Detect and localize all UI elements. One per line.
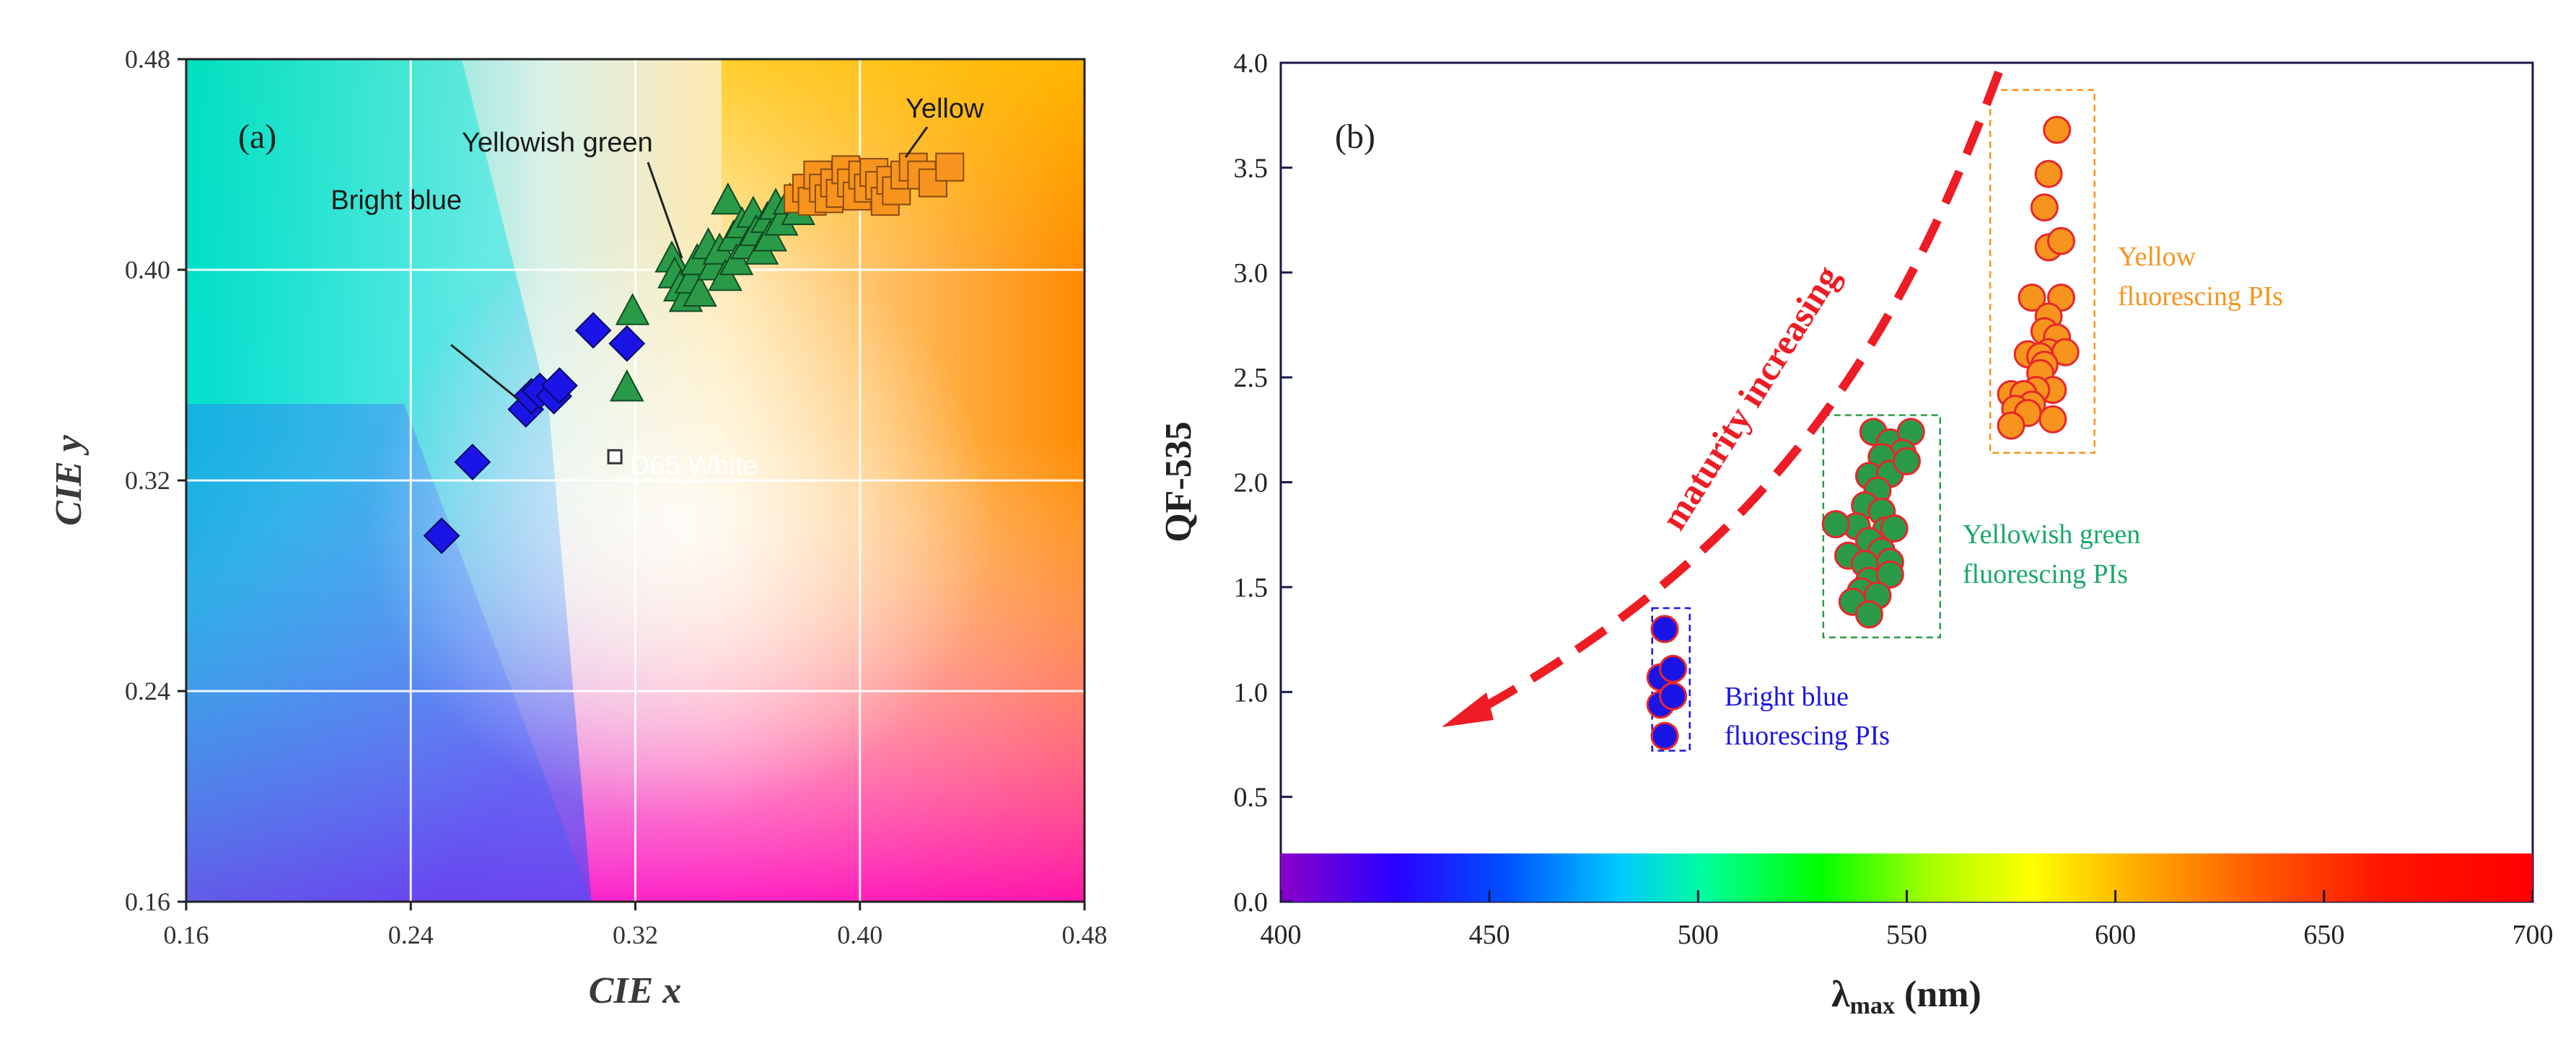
b-y-tick-label: 1.0 bbox=[1234, 677, 1269, 708]
bright-blue-fluorescing-pis-point bbox=[1659, 682, 1688, 711]
b-x-tick-label: 650 bbox=[2303, 920, 2344, 950]
panel-a-ylabel: CIE y bbox=[48, 434, 89, 526]
panel-b: 400 450 500 550 600 650 700 0.0 0.5 1.0 1.5 2.0 2.5 3… bbox=[1158, 48, 2554, 1019]
panel-b-label: (b) bbox=[1335, 118, 1375, 156]
b-x-tick-label: 400 bbox=[1261, 920, 1302, 950]
annot-bright-blue: Bright blue bbox=[330, 185, 462, 216]
xlabel-unit: (nm) bbox=[1895, 974, 1981, 1015]
yellowish-green-marker bbox=[719, 242, 754, 276]
bright-blue-marker bbox=[454, 444, 491, 480]
b-x-tick-label: 500 bbox=[1678, 920, 1719, 950]
b-x-tick-label: 600 bbox=[2095, 920, 2136, 950]
b-x-tick-label: 550 bbox=[1886, 920, 1927, 950]
yellow-fluorescing-pis-point bbox=[2030, 193, 2059, 222]
x-tick-label: 0.40 bbox=[837, 920, 882, 949]
annot-yellowish-green: Yellowish green bbox=[462, 128, 653, 158]
yellowish-green-fluorescing-pis-point bbox=[1854, 600, 1883, 629]
panel-b-ticks: 400 450 500 550 600 650 700 0.0 0.5 1.0 1.5 2.0 2.5 3… bbox=[1234, 48, 2554, 950]
x-tick-label: 0.16 bbox=[164, 920, 209, 949]
x-tick-label: 0.24 bbox=[388, 920, 434, 949]
yellow-fluorescing-pis-point bbox=[1997, 411, 2025, 440]
maturity-arrow bbox=[1455, 70, 2003, 726]
y-tick-label: 0.24 bbox=[125, 677, 170, 706]
panel-a-ticks: 0.16 0.24 0.32 0.40 0.48 0.16 0.24 0.32 0.40 0.48 bbox=[125, 45, 1108, 949]
panel-a-points bbox=[423, 152, 965, 555]
bright-blue-marker bbox=[574, 312, 612, 349]
b-y-tick-label: 3.5 bbox=[1234, 153, 1269, 183]
cie-grid bbox=[186, 59, 1085, 902]
bright-blue-fluorescing-pis-point bbox=[1650, 721, 1679, 750]
yellowish-green-marker bbox=[753, 219, 787, 252]
yellow-fluorescing-pis-point bbox=[2038, 405, 2067, 434]
b-x-tick-label: 450 bbox=[1469, 920, 1510, 950]
bright-blue-marker bbox=[423, 517, 460, 555]
bright-blue-marker bbox=[541, 367, 578, 405]
b-x-tick-label: 700 bbox=[2513, 920, 2554, 950]
panel-b-points bbox=[1646, 115, 2080, 750]
bright-blue-marker bbox=[608, 325, 646, 362]
xlabel-subscript: max bbox=[1850, 993, 1895, 1019]
yellow-fluorescing-pis-point bbox=[2034, 159, 2063, 188]
yellow-fluorescing-pis-point bbox=[2043, 115, 2072, 144]
y-tick-label: 0.48 bbox=[125, 45, 170, 74]
b-y-tick-label: 2.0 bbox=[1234, 468, 1269, 498]
legend-yellow-line1: Yellow bbox=[2118, 242, 2196, 272]
yellowish-green-fluorescing-pis-point bbox=[1880, 514, 1909, 542]
b-y-tick-label: 2.5 bbox=[1234, 363, 1269, 393]
yellowish-green-marker bbox=[711, 182, 745, 215]
yellowish-green-fluorescing-pis-point bbox=[1821, 510, 1850, 539]
b-y-tick-label: 3.0 bbox=[1234, 258, 1269, 289]
panel-a-label: (a) bbox=[238, 118, 276, 156]
maturity-arrow-head bbox=[1442, 693, 1494, 727]
legend-green-line2: fluorescing PIs bbox=[1963, 559, 2128, 589]
panel-b-ylabel: QF-535 bbox=[1158, 421, 1199, 542]
panel-b-frame bbox=[1279, 61, 2534, 903]
y-tick-label: 0.40 bbox=[125, 255, 170, 284]
b-y-tick-label: 1.5 bbox=[1234, 573, 1269, 603]
b-y-tick-label: 0.0 bbox=[1234, 887, 1269, 918]
yellowish-green-marker bbox=[610, 369, 644, 402]
panel-a: 0.16 0.24 0.32 0.40 0.48 0.16 0.24 0.32 0.40 0.48… bbox=[48, 45, 1108, 1011]
yellow-fluorescing-pis-box bbox=[1989, 89, 2096, 454]
legend-blue-line2: fluorescing PIs bbox=[1725, 721, 1890, 751]
xlabel-lambda: λ bbox=[1831, 974, 1850, 1015]
y-tick-label: 0.16 bbox=[125, 887, 170, 916]
bright-blue-fluorescing-pis-point bbox=[1650, 615, 1679, 643]
annot-yellowish-green-leader bbox=[647, 162, 683, 259]
annot-d65-white: D65 White bbox=[630, 451, 758, 481]
yellowish-green-marker bbox=[708, 258, 742, 291]
yellow-marker bbox=[935, 152, 965, 182]
annot-yellow: Yellow bbox=[906, 94, 984, 124]
panel-a-xlabel: CIE x bbox=[589, 970, 682, 1011]
yellowish-green-marker bbox=[615, 293, 650, 325]
annot-yellow-leader bbox=[904, 126, 929, 158]
yellow-fluorescing-pis-point bbox=[2046, 227, 2075, 255]
x-tick-label: 0.48 bbox=[1062, 920, 1108, 949]
yellow-fluorescing-pis-point bbox=[2018, 284, 2046, 312]
annot-bright-blue-leader bbox=[450, 343, 520, 402]
b-y-tick-label: 4.0 bbox=[1234, 48, 1269, 79]
d65-white-marker bbox=[607, 449, 623, 465]
panel-b-xlabel: λmax (nm) bbox=[1831, 974, 1981, 1019]
y-tick-label: 0.32 bbox=[125, 466, 170, 495]
x-tick-label: 0.32 bbox=[613, 920, 658, 949]
legend-yellow-line2: fluorescing PIs bbox=[2118, 281, 2283, 312]
legend-green-line1: Yellowish green bbox=[1963, 519, 2140, 550]
yellowish-green-marker bbox=[683, 274, 717, 307]
yellowish-green-fluorescing-pis-point bbox=[1893, 447, 1921, 475]
legend-blue-line1: Bright blue bbox=[1725, 682, 1849, 712]
bright-blue-fluorescing-pis-box bbox=[1651, 607, 1691, 752]
yellowish-green-fluorescing-pis-point bbox=[1875, 560, 1904, 589]
b-y-tick-label: 0.5 bbox=[1234, 783, 1269, 813]
bright-blue-fluorescing-pis-point bbox=[1659, 654, 1688, 683]
